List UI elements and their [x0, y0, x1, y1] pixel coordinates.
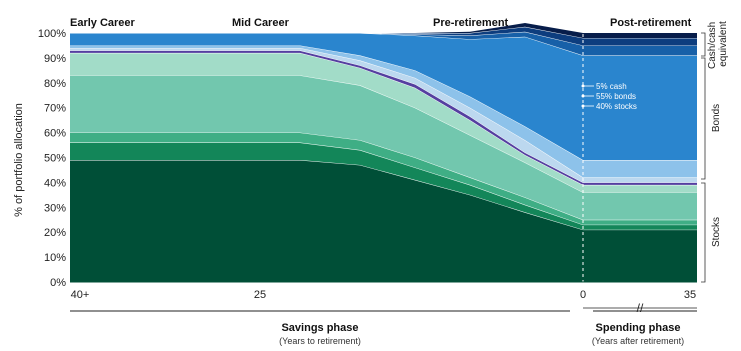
area-series-7: [70, 45, 697, 178]
annotation-dot-1: [581, 84, 585, 88]
cash-bracket: [701, 32, 706, 57]
savings-phase-title: Savings phase: [281, 322, 358, 334]
y-tick-label: 90%: [44, 53, 66, 65]
y-tick-label: 40%: [44, 177, 66, 189]
spending-phase-subtitle: (Years after retirement): [592, 336, 684, 346]
category-brackets: Cash/cash equivalent Bonds Stocks: [701, 19, 729, 283]
phase-mid-career: Mid Career: [232, 17, 290, 29]
area-series-1: [70, 142, 697, 230]
phase-post-retirement: Post-retirement: [610, 17, 692, 29]
y-tick-label: 100%: [38, 28, 66, 40]
cash-category-label: Cash/cash equivalent: [707, 19, 729, 69]
annotation-dot-2: [581, 94, 585, 98]
y-tick-label: 70%: [44, 103, 66, 115]
y-tick-label: 30%: [44, 202, 66, 214]
cash-label-line-2: equivalent: [718, 21, 729, 67]
spending-phase-title: Spending phase: [596, 322, 681, 334]
area-series-2: [70, 132, 697, 225]
stocks-category-label: Stocks: [711, 217, 722, 247]
annotation-cash: 5% cash: [596, 82, 627, 91]
annotation-stocks: 40% stocks: [596, 102, 637, 111]
x-tick-label: 0: [580, 289, 586, 301]
phase-pre-retirement: Pre-retirement: [433, 17, 509, 29]
stacked-areas: [70, 23, 697, 282]
y-tick-label: 80%: [44, 78, 66, 90]
y-tick-label: 50%: [44, 153, 66, 165]
stocks-bracket: [701, 182, 706, 283]
series-separator-6: [70, 47, 697, 178]
x-tick-label: 35: [684, 289, 696, 301]
x-tick-label: 25: [254, 289, 266, 301]
annotation-bonds: 55% bonds: [596, 92, 636, 101]
bonds-category-label: Bonds: [711, 104, 722, 132]
x-tick-label: 40+: [71, 289, 90, 301]
y-axis-title: % of portfolio allocation: [13, 103, 25, 217]
phase-axis: // Savings phase (Years to retirement) S…: [70, 301, 697, 346]
area-series-0: [70, 159, 697, 282]
annotation-dot-3: [581, 104, 585, 108]
area-series-4: [70, 52, 697, 193]
y-tick-label: 20%: [44, 227, 66, 239]
y-tick-label: 10%: [44, 252, 66, 264]
allocation-annotation: 5% cash 55% bonds 40% stocks: [581, 82, 637, 111]
bonds-bracket: [701, 57, 706, 180]
area-series-9: [70, 31, 697, 56]
area-series-10: [70, 26, 697, 46]
axis-break-marker: //: [637, 301, 644, 315]
y-tick-label: 0%: [50, 277, 66, 289]
area-series-11: [70, 23, 697, 38]
cash-label-line-1: Cash/cash: [707, 22, 718, 69]
axes: 0% 10% 20% 30% 40% 50% 60% 70% 80% 90% 100% 40+ 25 0 3…: [38, 22, 697, 301]
y-tick-label: 60%: [44, 128, 66, 140]
savings-phase-subtitle: (Years to retirement): [279, 336, 361, 346]
phase-early-career: Early Career: [70, 17, 136, 29]
area-series-8: [70, 33, 697, 160]
area-series-3: [70, 75, 697, 220]
